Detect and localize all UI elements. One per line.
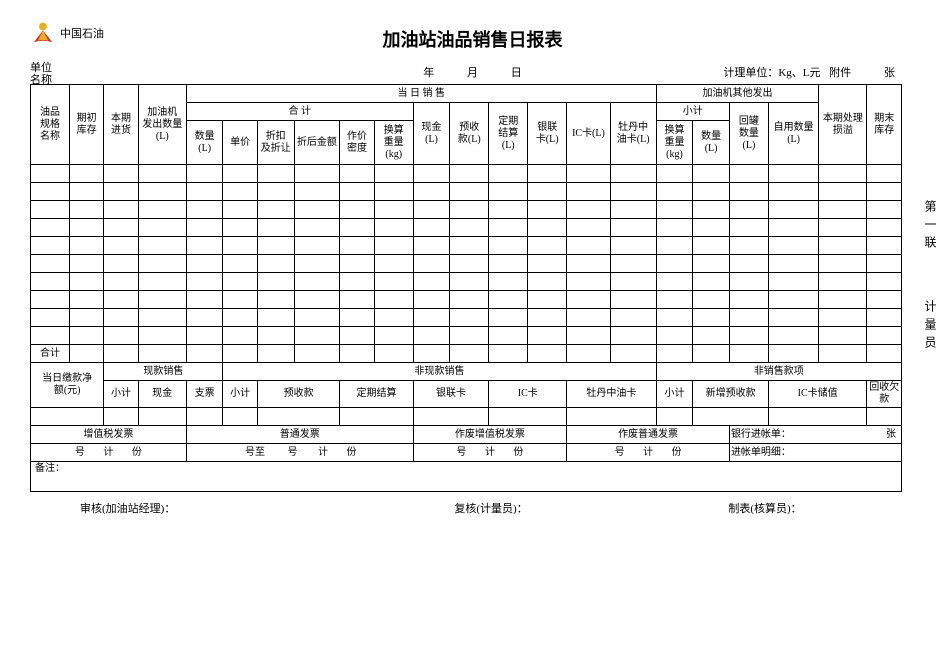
- hdr-peony: 牡丹中 油卡(L): [610, 103, 656, 165]
- hdr-in: 本期 进货: [104, 85, 138, 165]
- hdr-open: 期初 库存: [69, 85, 103, 165]
- hdr-ic: IC卡(L): [567, 103, 611, 165]
- side-label-role: 计量员: [922, 300, 939, 354]
- hdr-convwt2: 换算 重量 (kg): [656, 121, 693, 165]
- sign-audit: 审核(加油站经理)：: [30, 500, 354, 516]
- data-row: [31, 273, 902, 291]
- data-row: [31, 309, 902, 327]
- hdr-spec: 油品 规格 名称: [31, 85, 70, 165]
- measure-unit-block: 计理单位：Kg、L元 附件 张: [717, 64, 895, 80]
- hdr-tank: 回罐 数量 (L): [729, 103, 768, 165]
- hdr-machine: 加油机 发出数量 (L): [138, 85, 186, 165]
- data-row: [31, 201, 902, 219]
- sum-row: 合计: [31, 345, 902, 363]
- hdr-qty: 数量 (L): [186, 121, 223, 165]
- hdr-subtotal: 合 计: [186, 103, 413, 121]
- hdr-overflow: 本期处理 损溢: [819, 85, 867, 165]
- hdr-sub2: 小计: [656, 103, 729, 121]
- remark-row: 备注：: [31, 462, 902, 492]
- data-row: [31, 255, 902, 273]
- hdr-day-sales: 当 日 销 售: [186, 85, 656, 103]
- data-row: [31, 183, 902, 201]
- invoice-header-row: 增值税发票 普通发票 作废增值税发票 作废普通发票 银行进帐单： 张: [31, 426, 902, 444]
- hdr-other-out: 加油机其他发出: [656, 85, 819, 103]
- data-row: [31, 165, 902, 183]
- pay-label-row: 小计 现金 支票 小计 预收款 定期结算 银联卡 IC卡 牡丹中油卡 小计 新增…: [31, 381, 902, 408]
- hdr-self: 自用数量 (L): [768, 103, 818, 165]
- pay-header-row: 当日缴款净 额(元) 现款销售 非现款销售 非销售款项: [31, 363, 902, 381]
- signature-row: 审核(加油站经理)： 复核(计量员)： 制表(核算员)：: [30, 500, 902, 516]
- hdr-qty2: 数量 (L): [693, 121, 730, 165]
- hdr-discount: 折扣 及折让: [257, 121, 294, 165]
- hdr-union: 银联 卡(L): [528, 103, 567, 165]
- invoice-sub-row: 号 计 份 号至 号 计 份 号 计 份 号 计 份 进帐单明细：: [31, 444, 902, 462]
- data-row: [31, 219, 902, 237]
- page-title: 加油站油品销售日报表: [0, 26, 945, 52]
- hdr-afteramt: 折后金额: [294, 121, 340, 165]
- hdr-convwt: 换算 重量 (kg): [374, 121, 413, 165]
- data-row: [31, 291, 902, 309]
- hdr-cash: 现金 (L): [413, 103, 450, 165]
- hdr-prepay: 预收 款(L): [450, 103, 489, 165]
- hdr-price: 单价: [223, 121, 257, 165]
- hdr-density: 作价 密度: [340, 121, 374, 165]
- hdr-periodic: 定期 结算 (L): [489, 103, 528, 165]
- main-report-table: 油品 规格 名称 期初 库存 本期 进货 加油机 发出数量 (L) 当 日 销 …: [30, 84, 902, 492]
- data-row: [31, 237, 902, 255]
- sign-make: 制表(核算员)：: [628, 500, 902, 516]
- sign-review: 复核(计量员)：: [354, 500, 628, 516]
- data-row: [31, 327, 902, 345]
- side-label-copy: 第一联: [922, 200, 939, 254]
- pay-value-row: [31, 408, 902, 426]
- hdr-end: 期末 库存: [867, 85, 902, 165]
